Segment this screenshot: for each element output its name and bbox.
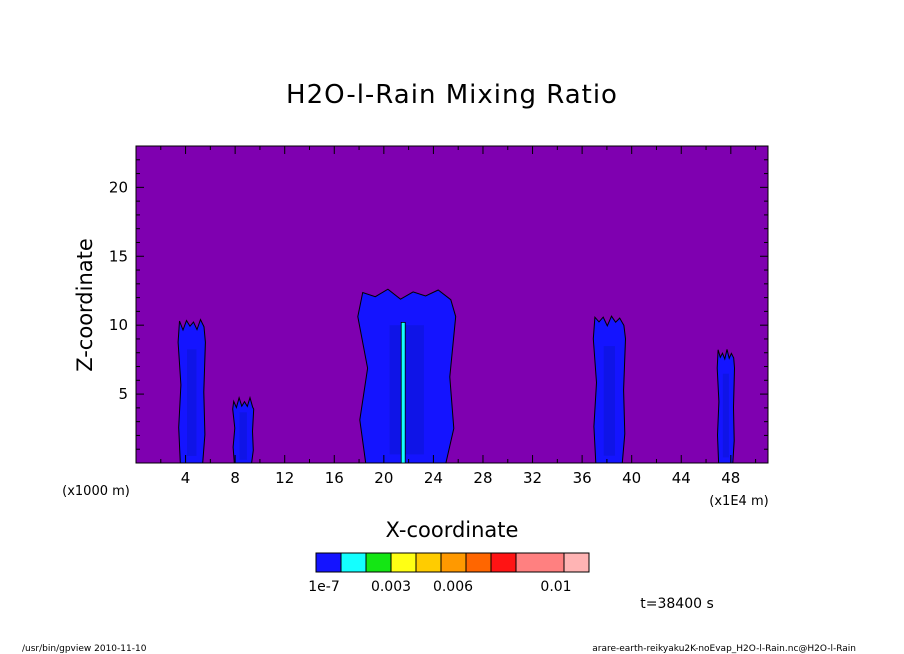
x-tick-label: 40 — [622, 469, 641, 487]
footer-left: /usr/bin/gpview 2010-11-10 — [22, 644, 147, 654]
x-tick-label: 32 — [523, 469, 542, 487]
footer-right: arare-earth-reikyaku2K-noEvap_H2O-l-Rain… — [592, 644, 856, 654]
colorbar-swatch — [365, 552, 392, 573]
plume-core — [239, 412, 247, 460]
colorbar-swatch — [515, 552, 565, 573]
colorbar-swatch — [340, 552, 367, 573]
y-tick-label: 5 — [118, 385, 128, 403]
rain-plumes — [177, 288, 736, 464]
plume-high-core — [400, 321, 406, 464]
colorbar-label: 0.003 — [371, 579, 411, 595]
colorbar-swatch — [465, 552, 492, 573]
time-label: t=38400 s — [640, 596, 714, 612]
chart-title: H2O-l-Rain Mixing Ratio — [286, 80, 618, 110]
x-axis-label: X-coordinate — [386, 518, 519, 542]
x-unit-note-left: (x1000 m) — [62, 484, 130, 499]
y-tick-label: 15 — [109, 247, 128, 265]
x-tick-label: 8 — [230, 469, 240, 487]
x-tick-label: 16 — [325, 469, 344, 487]
colorbar-swatch — [315, 552, 342, 573]
colorbar-swatch — [440, 552, 467, 573]
x-tick-label: 44 — [672, 469, 691, 487]
plume-core — [389, 325, 424, 455]
x-tick-label: 12 — [275, 469, 294, 487]
plume-core — [187, 349, 197, 456]
x-tick-label: 24 — [424, 469, 443, 487]
colorbar-label: 1e-7 — [308, 579, 339, 595]
colorbar: 1e-7 0.003 0.006 0.01 — [308, 552, 590, 595]
colorbar-label: 0.01 — [540, 579, 571, 595]
plume-core — [603, 346, 615, 456]
colorbar-swatch — [390, 552, 417, 573]
y-axis-label: Z-coordinate — [73, 238, 97, 372]
colorbar-swatch — [563, 552, 590, 573]
colorbar-swatch — [415, 552, 442, 573]
y-tick-label: 10 — [109, 316, 128, 334]
colorbar-label: 0.006 — [433, 579, 473, 595]
x-tick-label: 4 — [181, 469, 191, 487]
x-tick-label: 20 — [374, 469, 393, 487]
x-tick-label: 36 — [573, 469, 592, 487]
x-tick-label: 48 — [721, 469, 740, 487]
colorbar-swatch — [490, 552, 517, 573]
x-unit-note-right: (x1E4 m) — [709, 494, 768, 509]
y-tick-label: 20 — [109, 178, 128, 196]
plume-core — [722, 373, 729, 458]
x-tick-label: 28 — [473, 469, 492, 487]
